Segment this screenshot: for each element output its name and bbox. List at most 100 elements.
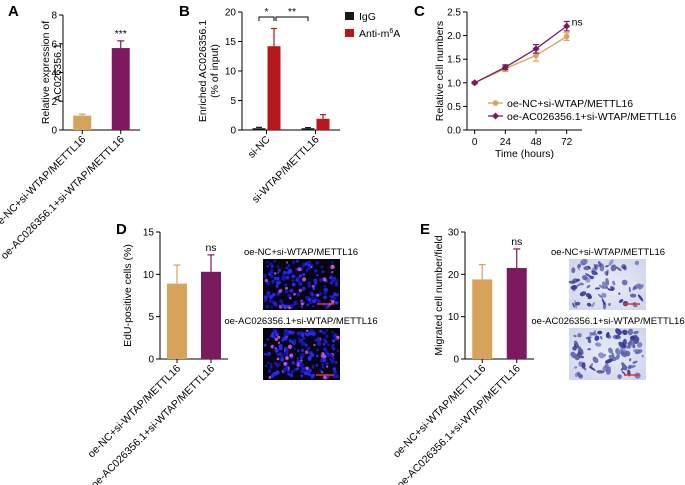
cell-nucleus — [327, 343, 330, 347]
cell-nucleus — [307, 281, 311, 285]
cell-nucleus — [300, 302, 304, 306]
migrated-cell — [594, 335, 600, 341]
migrated-cell — [601, 298, 606, 305]
migrated-cell — [624, 345, 631, 349]
migrated-cell — [587, 337, 592, 344]
cell-nucleus — [325, 361, 329, 366]
cell-nucleus — [302, 341, 306, 346]
cell-nucleus — [266, 260, 269, 264]
migration-image-control-cells — [568, 258, 644, 310]
chart-e-y-tick-label: 0 — [453, 355, 459, 366]
cell-nucleus — [278, 268, 281, 272]
cell-nucleus — [271, 281, 274, 284]
cell-nucleus — [293, 341, 296, 344]
chart-c-significance-label: ns — [572, 16, 583, 28]
chart-b-legend-superscript: 6 — [389, 28, 393, 35]
chart-a-significance-label: *** — [115, 28, 127, 40]
cell-nucleus — [319, 278, 323, 283]
cell-nucleus — [333, 292, 337, 297]
cell-nucleus — [305, 268, 309, 272]
chart-b-y-axis-label: Enriched AC026356.1 — [197, 20, 209, 122]
chart-a-y-tick-label: 8 — [51, 11, 57, 22]
chart-c-series-line — [474, 25, 568, 84]
cell-nucleus — [331, 261, 334, 264]
cell-nucleus — [302, 337, 305, 340]
chart-c-point — [533, 52, 539, 59]
cell-nucleus — [296, 357, 300, 360]
migrated-cell — [589, 363, 593, 369]
cell-nucleus — [306, 346, 311, 351]
cell-nucleus — [319, 329, 323, 333]
cell-nucleus — [263, 343, 267, 347]
cell-nucleus — [331, 331, 335, 334]
migrated-cell — [591, 270, 597, 276]
cell-nucleus — [313, 343, 316, 347]
cell-nucleus — [288, 269, 293, 274]
cell-nucleus — [300, 359, 303, 362]
cell-nucleus — [311, 296, 314, 299]
cell-nucleus — [279, 354, 284, 358]
cell-nucleus — [291, 274, 296, 279]
cell-nucleus — [290, 370, 294, 374]
cell-nucleus — [305, 295, 310, 300]
cell-nucleus — [334, 374, 339, 379]
cell-nucleus — [277, 271, 280, 274]
cell-nucleus — [334, 333, 337, 336]
cell-nucleus — [300, 370, 303, 373]
chart-a-y-tick-label: 0 — [51, 126, 57, 137]
migrated-cell — [612, 280, 616, 286]
cell-nucleus — [324, 306, 328, 310]
chart-c-point — [563, 22, 571, 30]
migrated-cell — [589, 332, 596, 337]
cell-nucleus — [299, 274, 303, 278]
cell-nucleus — [295, 363, 298, 366]
migrated-cell — [594, 265, 597, 270]
cell-nucleus — [312, 299, 316, 304]
cell-nucleus — [311, 305, 315, 308]
cell-nucleus — [293, 339, 297, 342]
migrated-cell — [638, 284, 644, 290]
cell-nucleus — [305, 350, 309, 354]
migrated-cell — [621, 370, 626, 375]
cell-nucleus — [320, 265, 324, 269]
cell-nucleus — [287, 264, 291, 267]
cell-nucleus — [321, 270, 325, 274]
migrated-cell — [581, 362, 586, 369]
cell-nucleus — [315, 260, 320, 265]
cell-nucleus — [334, 283, 339, 287]
migrated-cell — [597, 330, 603, 335]
migrated-cell — [629, 358, 632, 362]
cell-nucleus — [275, 332, 279, 337]
cell-nucleus — [331, 357, 335, 361]
cell-nucleus — [297, 267, 302, 272]
migrated-cell — [618, 299, 624, 303]
cell-nucleus — [288, 339, 293, 343]
migration-image-oe-cells — [570, 328, 644, 379]
edu-image-oe-cells — [263, 328, 340, 380]
chart-c-x-axis-label: Time (hours) — [495, 148, 554, 160]
chart-b-y-tick-label: 20 — [225, 8, 237, 19]
chart-b-legend-label-tail: A — [393, 28, 400, 40]
chart-c-growth-curve: 0.0 0.5 1.0 1.5 2.0 2.5 0 24 48 72 Time (hours) Rel… — [434, 8, 676, 161]
chart-e-x-tick-label: oe-AC026356.1+si-WTAP/METTL16 — [395, 363, 523, 485]
cell-nucleus — [276, 294, 279, 297]
cell-nucleus — [334, 361, 338, 364]
cell-nucleus — [332, 339, 336, 343]
cell-nucleus — [307, 331, 312, 336]
cell-nucleus — [301, 332, 305, 335]
migrated-cell — [594, 342, 602, 347]
cell-nucleus — [270, 344, 275, 349]
migrated-cell — [632, 360, 638, 364]
cell-nucleus — [319, 359, 324, 363]
migrated-cell — [635, 349, 643, 355]
migrated-cell — [608, 259, 614, 267]
cell-nucleus — [316, 341, 321, 346]
image-d1-title: oe-NC+si-WTAP/METTL16 — [244, 247, 358, 258]
migrated-cell — [622, 329, 628, 336]
migrated-cell — [630, 334, 638, 339]
cell-nucleus — [318, 292, 323, 296]
cell-nucleus — [331, 345, 335, 349]
cell-nucleus — [316, 274, 319, 277]
chart-b-legend-swatch — [345, 12, 354, 20]
chart-b-bar — [252, 128, 266, 130]
